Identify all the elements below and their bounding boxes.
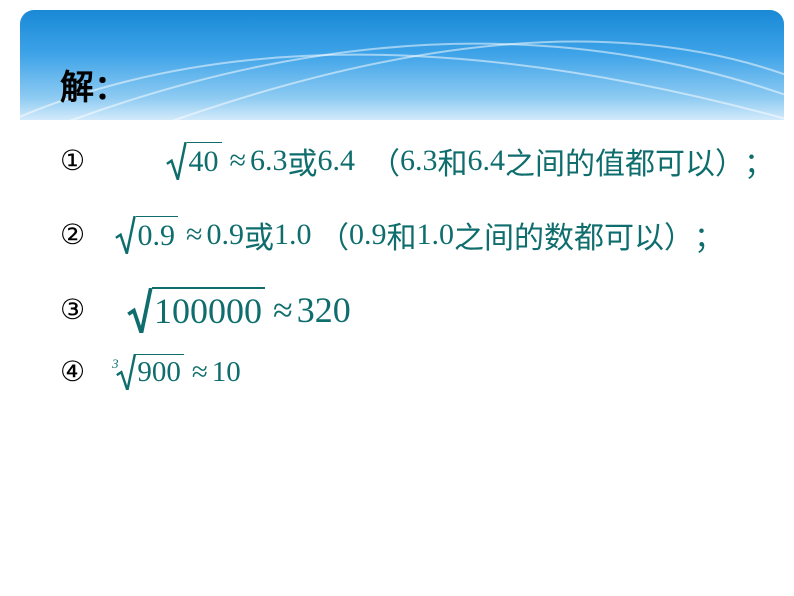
solution-row-3: ③ 100000 ≈ 320 <box>60 287 774 333</box>
value: 320 <box>297 289 351 331</box>
value: 6.3 <box>250 144 288 178</box>
radicand: 0.9 <box>136 216 179 254</box>
math-1: 40 ≈ 6.3 或 6.4 （ 6.3 和 6.4 之间的值都可以） ； <box>165 139 774 183</box>
note-end: ； <box>694 213 724 257</box>
approx-sign: ≈ <box>186 218 202 252</box>
marker-2: ② <box>60 218 110 252</box>
note-a: 6.3 <box>400 144 438 178</box>
approx-sign: ≈ <box>192 356 208 389</box>
note-b: 6.4 <box>467 144 505 178</box>
note-open: （ <box>370 139 400 183</box>
note-open: （ <box>319 213 349 257</box>
alt-value: 1.0 <box>274 218 312 252</box>
radical-sign <box>114 216 137 254</box>
solution-row-1: ① 40 ≈ 6.3 或 6.4 （ 6.3 和 6.4 之间的值都可以） ； <box>60 139 774 183</box>
solution-row-2: ② 0.9 ≈ 0.9 或 1.0 （ 0.9 和 1.0 之间的数都可以） ； <box>60 213 774 257</box>
math-3: 100000 ≈ 320 <box>126 287 351 333</box>
note-end: ； <box>744 139 774 183</box>
note-mid2: 之间的数都可以） <box>454 213 694 257</box>
radical-sign <box>126 287 153 333</box>
marker-3: ③ <box>60 293 110 327</box>
approx-sign: ≈ <box>230 144 246 178</box>
cbrt-900: 3 900 <box>112 354 184 390</box>
radicand: 40 <box>187 142 222 180</box>
note-mid1: 和 <box>437 139 467 183</box>
math-2: 0.9 ≈ 0.9 或 1.0 （ 0.9 和 1.0 之间的数都可以） ； <box>114 213 724 257</box>
value: 10 <box>212 356 241 389</box>
heading: 解： <box>60 60 774 109</box>
approx-sign: ≈ <box>273 289 293 331</box>
marker-1: ① <box>60 144 110 178</box>
radicand: 100000 <box>152 287 265 333</box>
note-mid1: 和 <box>386 213 416 257</box>
radical-sign <box>165 142 188 180</box>
solution-row-4: ④ 3 900 ≈ 10 <box>60 351 774 393</box>
value: 0.9 <box>206 218 244 252</box>
sqrt-100000: 100000 <box>126 287 265 333</box>
marker-4: ④ <box>60 355 110 389</box>
radical-sign <box>115 354 137 390</box>
radicand: 900 <box>135 354 184 390</box>
note-a: 0.9 <box>349 218 387 252</box>
or-sep: 或 <box>287 139 317 183</box>
note-mid2: 之间的值都可以） <box>505 139 744 183</box>
sqrt-40: 40 <box>165 142 222 180</box>
sqrt-0-9: 0.9 <box>114 216 178 254</box>
content-area: 解： ① 40 ≈ 6.3 或 6.4 （ 6.3 和 6.4 之间的值都可以）… <box>60 60 774 423</box>
note-b: 1.0 <box>416 218 454 252</box>
math-4: 3 900 ≈ 10 <box>112 354 241 390</box>
or-sep: 或 <box>244 213 274 257</box>
alt-value: 6.4 <box>317 144 355 178</box>
